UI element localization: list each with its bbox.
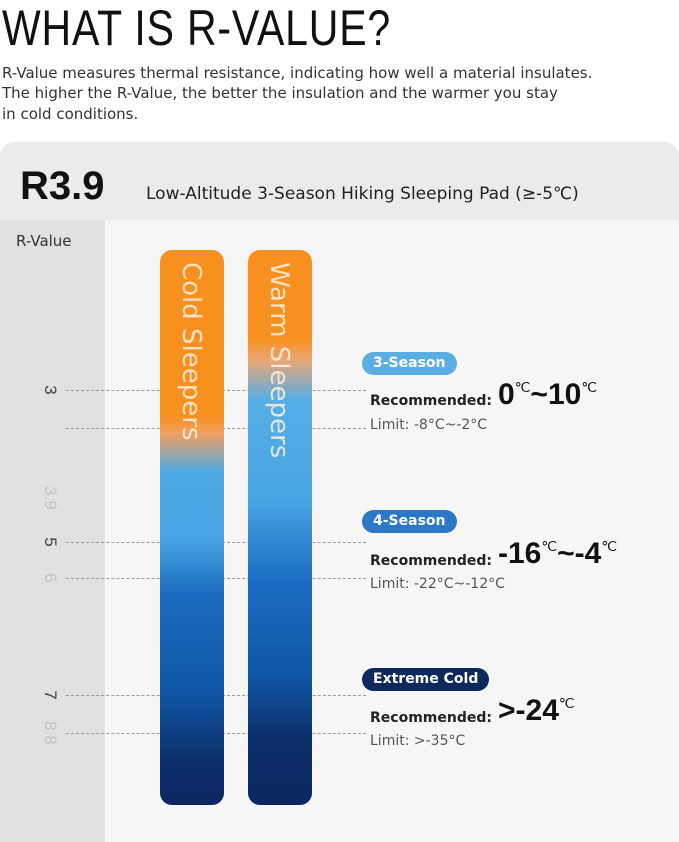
temp-unit: ℃ [514,379,531,395]
temp-value: ~ [530,378,548,411]
temperature: -16℃~-4℃ [498,537,617,571]
temperature: 0℃~10℃ [498,378,597,412]
scale-label: 3.9 [41,486,60,510]
limit: Limit: -8°C~-2°C [370,417,488,433]
scale-label: 6 [41,573,60,583]
temp-value: 10 [547,378,582,411]
temp-value: -16 [498,537,542,570]
recommended-label: Recommended: [370,553,492,569]
badge: 3-Season [362,352,457,375]
temperature: >-24℃ [498,694,575,728]
temp-value: ~ [557,537,575,570]
scale-label: 3 [41,385,60,395]
scale-label: 8.8 [41,721,60,745]
bar-label: Warm Sleepers [264,262,294,459]
intro-line: The higher the R-Value, the better the i… [2,84,558,102]
badge: Extreme Cold [362,668,490,691]
temp-value: 0 [498,378,515,411]
scale-label: 5 [41,537,60,547]
limit: Limit: >-35°C [370,733,466,749]
product-name: Low-Altitude 3-Season Hiking Sleeping Pa… [146,184,579,204]
recommended-label: Recommended: [370,393,492,409]
temp-unit: ℃ [541,538,558,554]
pad-bar [160,250,224,805]
axis-label: R-Value [16,232,72,250]
badge: 4-Season [362,510,457,533]
limit: Limit: -22°C~-12°C [370,576,505,592]
recommended-label: Recommended: [370,710,492,726]
temp-value: -4 [574,537,602,570]
temp-value: >-24 [498,694,559,727]
bar-label: Cold Sleepers [176,262,206,441]
intro-line: R-Value measures thermal resistance, ind… [2,64,593,82]
pad-bar [248,250,312,805]
temp-unit: ℃ [558,695,575,711]
temp-unit: ℃ [581,379,598,395]
page-title: WHAT IS R-VALUE? [2,0,392,56]
rating: R3.9 [20,164,105,208]
scale-label: 7 [41,690,60,700]
intro-line: in cold conditions. [2,105,139,123]
temp-unit: ℃ [601,538,618,554]
scale-column [0,220,105,842]
